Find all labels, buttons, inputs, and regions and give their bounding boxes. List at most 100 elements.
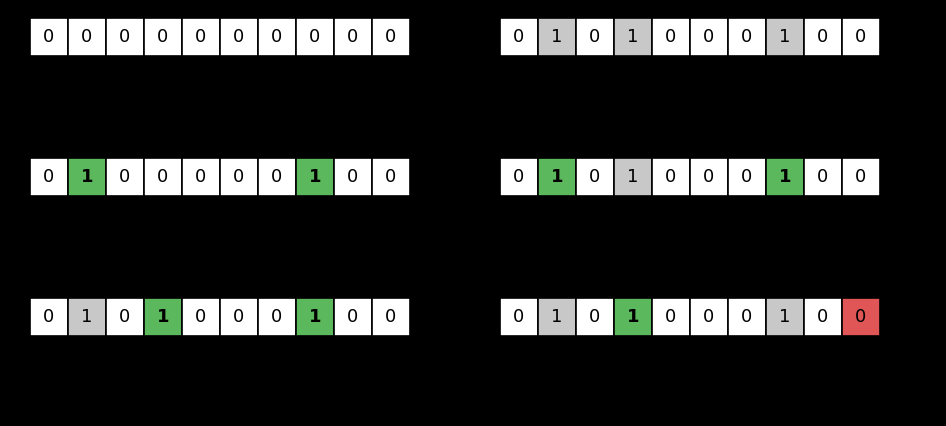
Text: 0: 0 (119, 168, 131, 186)
Text: 0: 0 (704, 168, 714, 186)
Bar (220, 298, 258, 336)
Text: 0: 0 (855, 308, 867, 326)
Bar (258, 158, 296, 196)
Text: 1: 1 (308, 168, 322, 186)
Text: 0: 0 (272, 308, 283, 326)
Text: 0: 0 (855, 28, 867, 46)
Text: 0: 0 (119, 308, 131, 326)
Text: 1: 1 (308, 308, 322, 326)
Text: 0: 0 (514, 28, 525, 46)
Text: 0: 0 (309, 28, 321, 46)
Text: 0: 0 (742, 308, 753, 326)
Text: 0: 0 (44, 168, 55, 186)
Bar (220, 158, 258, 196)
Text: 1: 1 (80, 168, 94, 186)
Text: 1: 1 (627, 168, 639, 186)
Text: 0: 0 (817, 168, 829, 186)
Bar (258, 18, 296, 56)
Text: 0: 0 (119, 28, 131, 46)
Bar (614, 18, 652, 56)
Text: 0: 0 (589, 168, 601, 186)
Bar (576, 158, 614, 196)
Bar (296, 298, 334, 336)
Text: 1: 1 (552, 28, 563, 46)
Bar (334, 158, 372, 196)
Bar (690, 158, 728, 196)
Bar (500, 158, 538, 196)
Bar (106, 298, 144, 336)
Bar (804, 18, 842, 56)
Text: 0: 0 (347, 28, 359, 46)
Bar (372, 18, 410, 56)
Bar (106, 158, 144, 196)
Bar (182, 18, 220, 56)
Bar (68, 298, 106, 336)
Bar (500, 18, 538, 56)
Bar (500, 298, 538, 336)
Text: 0: 0 (196, 168, 206, 186)
Text: 1: 1 (551, 168, 563, 186)
Text: 1: 1 (627, 308, 639, 326)
Bar (68, 18, 106, 56)
Text: 0: 0 (234, 28, 245, 46)
Bar (842, 18, 880, 56)
Bar (144, 298, 182, 336)
Text: 0: 0 (81, 28, 93, 46)
Bar (30, 18, 68, 56)
Bar (576, 18, 614, 56)
Text: 0: 0 (704, 28, 714, 46)
Bar (68, 158, 106, 196)
Text: 0: 0 (385, 168, 396, 186)
Text: 0: 0 (385, 28, 396, 46)
Text: 0: 0 (272, 28, 283, 46)
Text: 0: 0 (665, 28, 676, 46)
Text: 0: 0 (817, 28, 829, 46)
Text: 0: 0 (665, 168, 676, 186)
Text: 0: 0 (589, 28, 601, 46)
Bar (652, 298, 690, 336)
Bar (614, 158, 652, 196)
Bar (576, 298, 614, 336)
Bar (766, 298, 804, 336)
Bar (728, 298, 766, 336)
Text: 0: 0 (514, 168, 525, 186)
Bar (334, 298, 372, 336)
Text: 1: 1 (779, 168, 791, 186)
Text: 0: 0 (665, 308, 676, 326)
Text: 0: 0 (157, 28, 168, 46)
Bar (690, 18, 728, 56)
Bar (106, 18, 144, 56)
Bar (728, 18, 766, 56)
Bar (538, 18, 576, 56)
Bar (728, 158, 766, 196)
Bar (144, 158, 182, 196)
Text: 0: 0 (347, 168, 359, 186)
Bar (614, 298, 652, 336)
Text: 0: 0 (234, 308, 245, 326)
Text: 0: 0 (44, 308, 55, 326)
Text: 0: 0 (44, 28, 55, 46)
Bar (258, 298, 296, 336)
Bar (842, 158, 880, 196)
Text: 0: 0 (157, 168, 168, 186)
Text: 1: 1 (81, 308, 93, 326)
Bar (30, 158, 68, 196)
Bar (334, 18, 372, 56)
Bar (804, 158, 842, 196)
Bar (372, 158, 410, 196)
Bar (538, 158, 576, 196)
Bar (766, 18, 804, 56)
Text: 0: 0 (514, 308, 525, 326)
Text: 0: 0 (855, 168, 867, 186)
Bar (30, 298, 68, 336)
Bar (372, 298, 410, 336)
Text: 0: 0 (742, 168, 753, 186)
Bar (842, 298, 880, 336)
Text: 1: 1 (780, 28, 791, 46)
Text: 0: 0 (196, 28, 206, 46)
Bar (182, 158, 220, 196)
Text: 0: 0 (347, 308, 359, 326)
Text: 1: 1 (157, 308, 169, 326)
Bar (690, 298, 728, 336)
Text: 1: 1 (780, 308, 791, 326)
